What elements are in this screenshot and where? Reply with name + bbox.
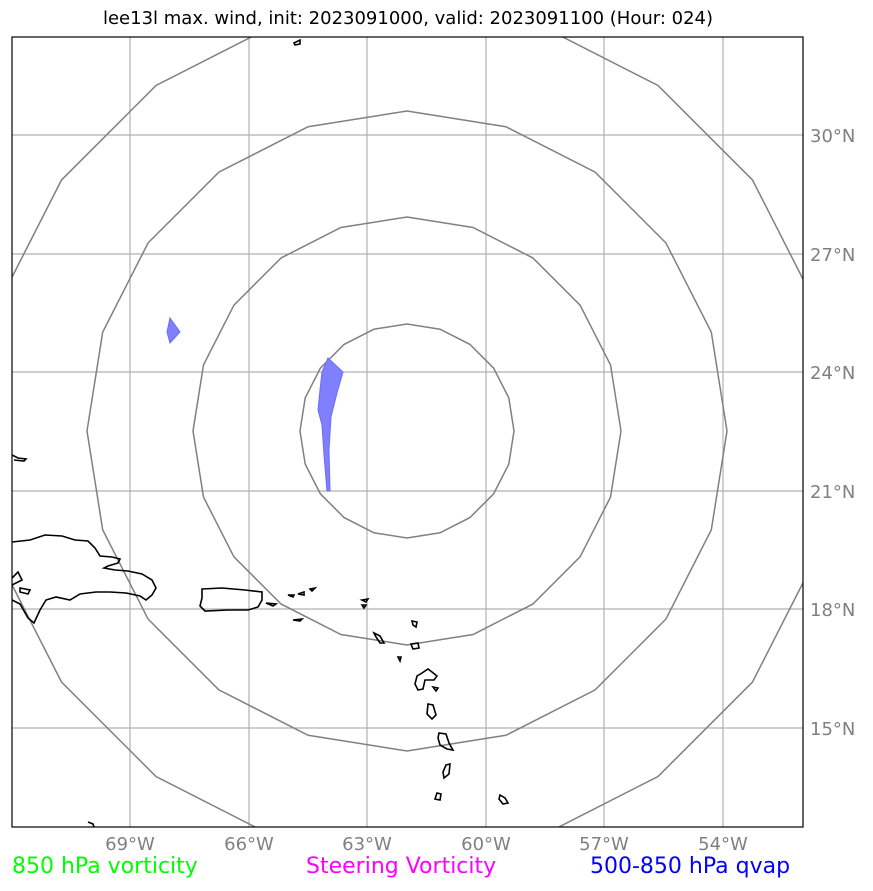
lon-tick-label: 66°W — [224, 834, 274, 855]
barbuda-coast — [410, 619, 418, 629]
lon-tick-label: 63°W — [342, 834, 392, 855]
bahamas-island — [292, 38, 301, 46]
legend-qvap: 500-850 hPa qvap — [590, 854, 791, 879]
lat-tick-label: 27°N — [810, 245, 855, 266]
st-martin-coast — [360, 604, 368, 610]
range-ring-1 — [299, 323, 515, 539]
qvap-feature-center — [317, 357, 344, 492]
antigua-coast — [409, 642, 420, 650]
lon-tick-label: 69°W — [105, 834, 155, 855]
range-ring-2 — [192, 216, 622, 646]
lat-tick-label: 21°N — [810, 482, 855, 503]
hispaniola-coast — [12, 534, 157, 625]
map-title: lee13l max. wind, init: 2023091000, vali… — [102, 8, 714, 29]
vieques-coast — [265, 602, 279, 607]
lat-tick-label: 30°N — [810, 126, 855, 147]
dominica-coast — [426, 703, 437, 721]
coastlines — [12, 38, 510, 827]
lat-tick-labels: 30°N 27°N 24°N 21°N 18°N 15°N — [810, 126, 855, 740]
legend-850-hpa-vorticity: 850 hPa vorticity — [12, 854, 198, 879]
puerto-rico-coast — [199, 587, 263, 612]
virgin-islands-3 — [308, 586, 318, 593]
lon-tick-label: 57°W — [579, 834, 629, 855]
lon-tick-label: 60°W — [461, 834, 511, 855]
barbados-coast — [498, 793, 510, 805]
hispaniola-west-inlet — [12, 570, 24, 586]
st-croix-coast — [292, 617, 305, 622]
st-kitts-coast — [372, 631, 386, 644]
bonaire-island — [87, 821, 95, 827]
st-vincent-coast — [433, 792, 442, 801]
range-ring-3 — [86, 110, 728, 752]
marie-galante-coast — [431, 685, 440, 693]
virgin-islands-2 — [297, 590, 305, 596]
range-ring-4 — [12, 37, 803, 827]
map-frame — [11, 36, 804, 828]
map-panel — [12, 37, 803, 827]
virgin-islands-1 — [287, 594, 296, 599]
legend-steering-vorticity: Steering Vorticity — [306, 854, 497, 879]
qvap-feature-west — [166, 316, 181, 345]
map-background — [12, 37, 803, 827]
range-rings — [12, 37, 803, 827]
lat-tick-label: 18°N — [810, 600, 855, 621]
anguilla-coast — [359, 597, 370, 604]
st-lucia-coast — [442, 762, 451, 780]
lon-tick-labels: 69°W 66°W 63°W 60°W 57°W 54°W — [105, 834, 748, 855]
isla-small-west — [19, 587, 32, 595]
martinique-coast — [437, 732, 455, 752]
turks-island — [12, 454, 28, 462]
lat-tick-label: 24°N — [810, 363, 855, 384]
lon-tick-label: 54°W — [698, 834, 748, 855]
lat-tick-label: 15°N — [810, 719, 855, 740]
guadeloupe-coast — [414, 668, 439, 691]
montserrat-coast — [396, 656, 403, 664]
